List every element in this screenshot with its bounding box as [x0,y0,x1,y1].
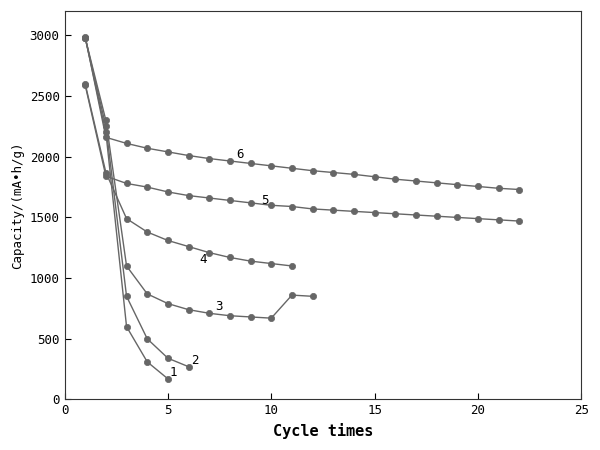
Text: 2: 2 [191,354,198,367]
Text: 5: 5 [261,194,268,207]
Text: 1: 1 [170,366,178,379]
Text: 4: 4 [199,253,206,266]
Y-axis label: Capacity/(mA•h/g): Capacity/(mA•h/g) [11,142,24,269]
X-axis label: Cycle times: Cycle times [273,423,373,439]
Text: 3: 3 [215,300,223,313]
Text: 6: 6 [236,148,244,161]
